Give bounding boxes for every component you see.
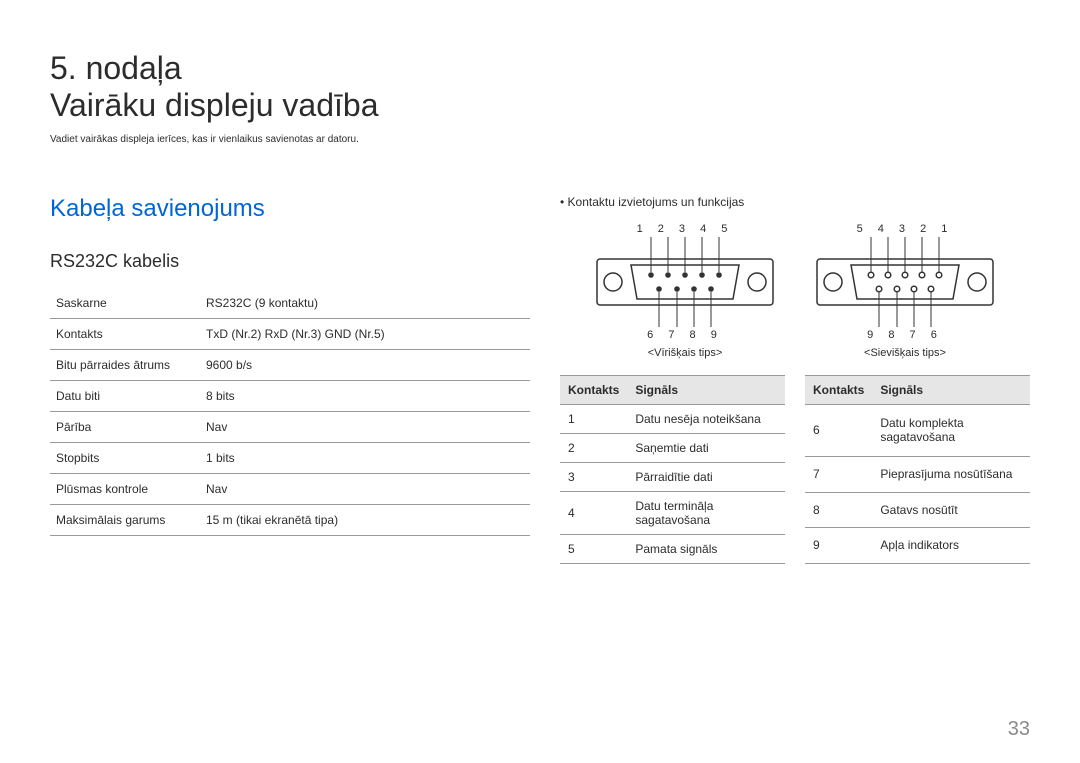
pinout-row: 5Pamata signāls xyxy=(560,534,785,563)
pinout-signal: Apļa indikators xyxy=(872,528,1030,563)
pinout-table-right: Kontakts Signāls 6Datu komplekta sagatav… xyxy=(805,375,1030,564)
male-label: <Vīrišķais tips> xyxy=(595,347,775,359)
bullet-text: Kontaktu izvietojums un funkcijas xyxy=(560,195,1030,209)
pinout-pin: 1 xyxy=(560,404,627,433)
pinout-row: 2Saņemtie dati xyxy=(560,433,785,462)
pinout-signal: Datu nesēja noteikšana xyxy=(627,404,785,433)
spec-label: Saskarne xyxy=(50,288,200,319)
spec-value: Nav xyxy=(200,411,530,442)
spec-row: Bitu pārraides ātrums9600 b/s xyxy=(50,349,530,380)
spec-value: 9600 b/s xyxy=(200,349,530,380)
pinout-header-pin: Kontakts xyxy=(805,375,872,404)
pinout-pin: 8 xyxy=(805,492,872,527)
spec-label: Datu biti xyxy=(50,380,200,411)
spec-value: 1 bits xyxy=(200,442,530,473)
spec-table: SaskarneRS232C (9 kontaktu)KontaktsTxD (… xyxy=(50,288,530,536)
pinout-signal: Gatavs nosūtīt xyxy=(872,492,1030,527)
chapter-title: Vairāku displeju vadība xyxy=(50,87,1030,124)
spec-value: RS232C (9 kontaktu) xyxy=(200,288,530,319)
female-connector-diagram: 5 4 3 2 1 9 8 7 6 < xyxy=(815,223,995,359)
spec-row: Maksimālais garums15 m (tikai ekranētā t… xyxy=(50,504,530,535)
spec-label: Stopbits xyxy=(50,442,200,473)
section-title: Kabeļa savienojums xyxy=(50,195,530,223)
chapter-subtitle: Vadiet vairākas displeja ierīces, kas ir… xyxy=(50,134,1030,145)
pinout-header-signal: Signāls xyxy=(872,375,1030,404)
pinout-pin: 3 xyxy=(560,462,627,491)
connector-diagrams: 1 2 3 4 5 xyxy=(560,223,1030,359)
spec-value: Nav xyxy=(200,473,530,504)
spec-value: TxD (Nr.2) RxD (Nr.3) GND (Nr.5) xyxy=(200,318,530,349)
pinout-pin: 7 xyxy=(805,457,872,492)
db9-male-icon xyxy=(595,237,775,327)
pinout-pin: 6 xyxy=(805,404,872,457)
male-bottom-pins: 6 7 8 9 xyxy=(595,329,775,341)
page-number: 33 xyxy=(1008,718,1030,741)
pinout-pin: 4 xyxy=(560,491,627,534)
db9-female-icon xyxy=(815,237,995,327)
pinout-row: 8Gatavs nosūtīt xyxy=(805,492,1030,527)
spec-label: Bitu pārraides ātrums xyxy=(50,349,200,380)
spec-row: KontaktsTxD (Nr.2) RxD (Nr.3) GND (Nr.5) xyxy=(50,318,530,349)
pinout-header-pin: Kontakts xyxy=(560,375,627,404)
female-top-pins: 5 4 3 2 1 xyxy=(815,223,995,235)
pinout-pin: 2 xyxy=(560,433,627,462)
pinout-pin: 5 xyxy=(560,534,627,563)
spec-value: 8 bits xyxy=(200,380,530,411)
male-top-pins: 1 2 3 4 5 xyxy=(595,223,775,235)
pinout-signal: Saņemtie dati xyxy=(627,433,785,462)
right-column: Kontaktu izvietojums un funkcijas 1 2 3 … xyxy=(560,195,1030,564)
spec-label: Plūsmas kontrole xyxy=(50,473,200,504)
spec-row: PārībaNav xyxy=(50,411,530,442)
pinout-signal: Datu komplekta sagatavošana xyxy=(872,404,1030,457)
spec-row: Datu biti8 bits xyxy=(50,380,530,411)
pinout-row: 3Pārraidītie dati xyxy=(560,462,785,491)
chapter-number: 5. nodaļa xyxy=(50,50,1030,87)
spec-row: Stopbits1 bits xyxy=(50,442,530,473)
pinout-table-left: Kontakts Signāls 1Datu nesēja noteikšana… xyxy=(560,375,785,564)
pinout-row: 9Apļa indikators xyxy=(805,528,1030,563)
pinout-row: 1Datu nesēja noteikšana xyxy=(560,404,785,433)
pinout-signal: Pamata signāls xyxy=(627,534,785,563)
spec-row: SaskarneRS232C (9 kontaktu) xyxy=(50,288,530,319)
left-column: Kabeļa savienojums RS232C kabelis Saskar… xyxy=(50,195,530,564)
female-label: <Sievišķais tips> xyxy=(815,347,995,359)
spec-label: Pārība xyxy=(50,411,200,442)
female-bottom-pins: 9 8 7 6 xyxy=(815,329,995,341)
pinout-row: 4Datu termināļa sagatavošana xyxy=(560,491,785,534)
spec-value: 15 m (tikai ekranētā tipa) xyxy=(200,504,530,535)
pinout-header-signal: Signāls xyxy=(627,375,785,404)
spec-row: Plūsmas kontroleNav xyxy=(50,473,530,504)
pinout-signal: Datu termināļa sagatavošana xyxy=(627,491,785,534)
pinout-signal: Pieprasījuma nosūtīšana xyxy=(872,457,1030,492)
sub-heading: RS232C kabelis xyxy=(50,251,530,272)
pinout-pin: 9 xyxy=(805,528,872,563)
pinout-row: 6Datu komplekta sagatavošana xyxy=(805,404,1030,457)
spec-label: Maksimālais garums xyxy=(50,504,200,535)
male-connector-diagram: 1 2 3 4 5 xyxy=(595,223,775,359)
pinout-signal: Pārraidītie dati xyxy=(627,462,785,491)
spec-label: Kontakts xyxy=(50,318,200,349)
pinout-row: 7Pieprasījuma nosūtīšana xyxy=(805,457,1030,492)
